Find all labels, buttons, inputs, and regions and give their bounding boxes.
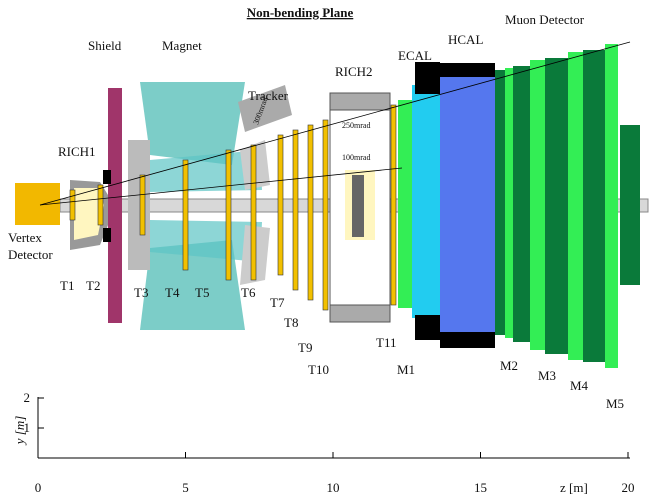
station-label: T2 — [86, 278, 100, 293]
label: Muon Detector — [505, 12, 585, 27]
station-label: T6 — [241, 285, 256, 300]
m5 — [605, 44, 618, 368]
station-label: T1 — [60, 278, 74, 293]
annotation: 250mrad — [342, 121, 370, 130]
shield-block — [103, 228, 111, 242]
station — [391, 105, 396, 305]
z-tick-label: 5 — [182, 480, 189, 494]
label: ECAL — [398, 48, 432, 63]
ecal — [412, 85, 440, 318]
station — [98, 185, 103, 225]
hcal-bottom — [440, 332, 495, 348]
magnet-yoke — [128, 140, 150, 270]
station — [140, 175, 145, 235]
label: HCAL — [448, 32, 483, 47]
m3 — [530, 60, 545, 350]
axis-label: z [m] — [560, 480, 588, 494]
station-label: T11 — [376, 335, 396, 350]
m4 — [568, 52, 583, 360]
station-label: T4 — [165, 285, 180, 300]
station-label: T10 — [308, 362, 329, 377]
label: Vertex — [8, 230, 42, 245]
shield-block — [103, 170, 111, 184]
station — [293, 130, 298, 290]
z-tick-label: 10 — [327, 480, 340, 494]
station-label: T5 — [195, 285, 209, 300]
muon-filter — [583, 50, 605, 362]
z-tick-label: 15 — [474, 480, 487, 494]
hcal-top — [440, 63, 495, 77]
station-label: M3 — [538, 368, 556, 383]
station — [70, 190, 75, 220]
station-label: M2 — [500, 358, 518, 373]
station-label: T9 — [298, 340, 312, 355]
station — [278, 135, 283, 275]
rich2-top — [330, 93, 390, 110]
rich2-core — [352, 175, 364, 237]
muon-filter — [495, 70, 505, 335]
rich2-bottom — [330, 305, 390, 322]
m2 — [505, 68, 513, 338]
y-tick-label: 2 — [24, 390, 31, 405]
annotation: 100mrad — [342, 153, 370, 162]
station — [308, 125, 313, 300]
station-label: T3 — [134, 285, 148, 300]
ecal-bottom — [415, 315, 440, 340]
m1 — [398, 100, 412, 308]
station — [183, 160, 188, 270]
station-label: M5 — [606, 396, 624, 411]
label: Shield — [88, 38, 122, 53]
ecal-top — [415, 62, 440, 94]
y-tick-label: 1 — [24, 420, 31, 435]
muon-filter — [545, 58, 568, 354]
hcal — [440, 75, 495, 332]
muon-filter — [513, 66, 530, 342]
muon-filter — [620, 125, 640, 285]
station — [251, 145, 256, 280]
label: Detector — [8, 247, 53, 262]
station-label: T7 — [270, 295, 285, 310]
axis-ticks: 0 5 10 15 20 2 1 — [24, 390, 635, 494]
z-tick-label: 0 — [35, 480, 42, 494]
station — [226, 150, 231, 280]
z-tick-label: 20 — [622, 480, 635, 494]
shield — [108, 88, 122, 323]
station-label: M1 — [397, 362, 415, 377]
label: RICH2 — [335, 64, 373, 79]
station — [323, 120, 328, 310]
label: Magnet — [162, 38, 202, 53]
station-label: T8 — [284, 315, 298, 330]
station-label: M4 — [570, 378, 589, 393]
label: RICH1 — [58, 144, 96, 159]
diagram: Non-bending Plane Vertex Detector RICH1 … — [0, 0, 659, 494]
title: Non-bending Plane — [247, 5, 354, 20]
